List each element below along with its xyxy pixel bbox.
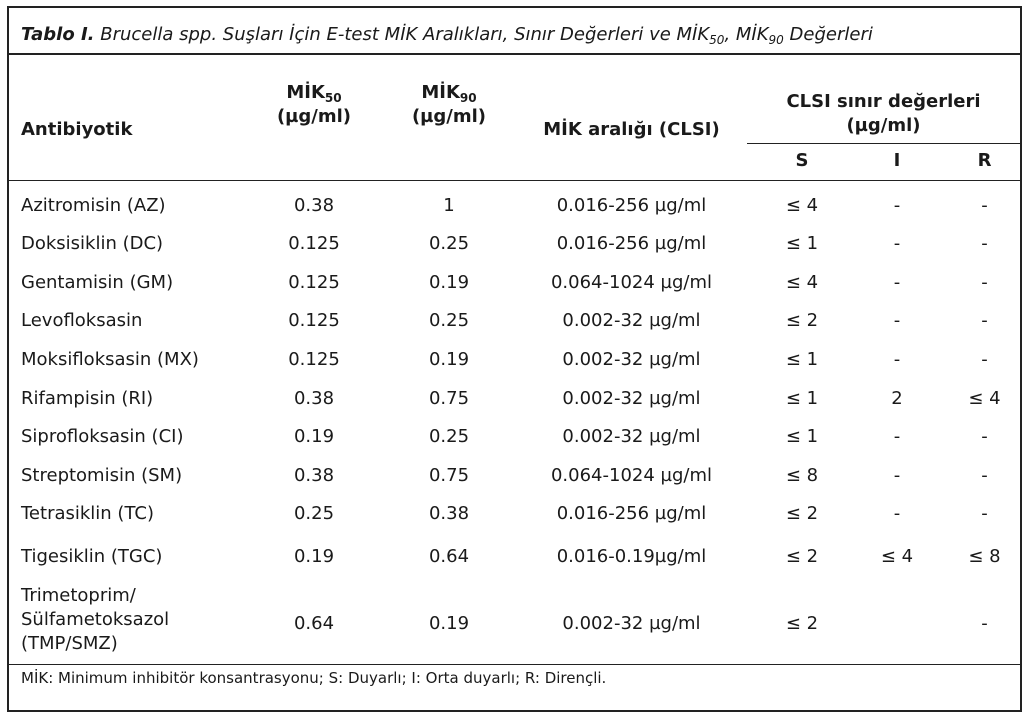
table-cell-mic90: 0.75 <box>428 388 470 409</box>
table-cell-r: ≤ 4 <box>968 388 1001 409</box>
table-cell-name: Streptomisin (SM) <box>21 465 183 486</box>
caption-sub-b: 90 <box>768 33 784 47</box>
header-i: I <box>893 150 901 171</box>
table-cell-name: Siprofloksasin (CI) <box>21 426 184 447</box>
table-cell-range: 0.002-32 µg/ml <box>562 310 701 331</box>
table-cell-range: 0.016-0.19µg/ml <box>556 546 707 567</box>
table-cell-mic90: 0.75 <box>428 465 470 486</box>
table-cell-name: Gentamisin (GM) <box>21 272 174 293</box>
table-cell-range: 0.002-32 µg/ml <box>562 388 701 409</box>
footer-divider <box>9 664 1020 665</box>
table-cell-mic90: 0.64 <box>428 546 470 567</box>
table-cell-mic50: 0.125 <box>288 310 340 331</box>
table-cell-mic90: 0.25 <box>428 233 470 254</box>
table-cell-mic50: 0.125 <box>288 233 340 254</box>
header-mic90: MİK90 (µg/ml) <box>411 82 487 127</box>
caption-text-b: MİK <box>730 24 769 45</box>
table-cell-s: ≤ 2 <box>785 503 819 524</box>
table-cell-mic50: 0.125 <box>288 349 340 370</box>
table-cell-mic50: 0.19 <box>293 426 335 447</box>
table-cell-r: - <box>981 613 988 634</box>
table-cell-r: - <box>981 465 988 486</box>
table-cell-s: ≤ 2 <box>785 546 819 567</box>
header-divider <box>9 180 1020 181</box>
table-cell-r: - <box>981 349 988 370</box>
table-cell-s: ≤ 1 <box>785 388 819 409</box>
caption-text-c: Değerleri <box>783 24 873 45</box>
table-cell-i: - <box>893 426 901 447</box>
table-cell-name: Doksisiklin (DC) <box>21 233 164 254</box>
table-cell-mic90: 0.19 <box>428 272 470 293</box>
table-cell-s: ≤ 1 <box>785 426 819 447</box>
table-cell-name: Azitromisin (AZ) <box>21 195 166 216</box>
header-mic50: MİK50 (µg/ml) <box>276 82 352 127</box>
table-cell-mic50: 0.38 <box>293 388 335 409</box>
table-cell-i: - <box>893 272 901 293</box>
caption-divider <box>9 53 1020 55</box>
header-s: S <box>795 150 809 171</box>
table-frame: Tablo I. Brucella spp. Suşları İçin E-te… <box>7 6 1022 712</box>
table-cell-mic90: 1 <box>443 195 455 216</box>
header-antibiotic: Antibiyotik <box>21 119 133 140</box>
table-cell-mic50: 0.38 <box>293 465 335 486</box>
table-cell-i: ≤ 4 <box>880 546 914 567</box>
table-cell-range: 0.002-32 µg/ml <box>562 349 701 370</box>
table-cell-mic90: 0.38 <box>428 503 470 524</box>
table-cell-s: ≤ 4 <box>785 272 819 293</box>
table-cell-r: - <box>981 233 988 254</box>
table-cell-s: ≤ 1 <box>785 233 819 254</box>
header-r: R <box>977 150 992 171</box>
caption-text-a: Brucella spp. Suşları İçin E-test MİK Ar… <box>100 24 710 45</box>
table-cell-i: - <box>893 465 901 486</box>
table-cell-mic50: 0.25 <box>293 503 335 524</box>
table-cell-mic90: 0.19 <box>428 349 470 370</box>
table-cell-range: 0.016-256 µg/ml <box>556 195 707 216</box>
table-cell-r: - <box>981 310 988 331</box>
table-cell-i: - <box>893 195 901 216</box>
table-cell-mic90: 0.25 <box>428 310 470 331</box>
table-cell-range: 0.002-32 µg/ml <box>562 426 701 447</box>
clsi-subheader-divider <box>747 143 1020 144</box>
table-cell-name: Tetrasiklin (TC) <box>21 503 154 524</box>
table-cell-mic50: 0.125 <box>288 272 340 293</box>
table-cell-r: - <box>981 503 988 524</box>
table-cell-mic90: 0.19 <box>428 613 470 634</box>
table-footnote: MİK: Minimum inhibitör konsantrasyonu; S… <box>21 669 607 687</box>
table-cell-range: 0.016-256 µg/ml <box>556 233 707 254</box>
table-caption: Tablo I. Brucella spp. Suşları İçin E-te… <box>21 17 873 53</box>
table-cell-i: - <box>893 503 901 524</box>
table-cell-r: - <box>981 426 988 447</box>
table-cell-i: 2 <box>891 388 903 409</box>
table-cell-i: - <box>893 349 901 370</box>
table-cell-s: ≤ 2 <box>785 310 819 331</box>
table-cell-mic50: 0.19 <box>293 546 335 567</box>
table-cell-r: - <box>981 272 988 293</box>
table-cell-mic50: 0.64 <box>293 613 335 634</box>
table-cell-range: 0.064-1024 µg/ml <box>550 465 713 486</box>
table-cell-name: Levofloksasin <box>21 310 143 331</box>
table-cell-range: 0.064-1024 µg/ml <box>550 272 713 293</box>
table-cell-s: ≤ 4 <box>785 195 819 216</box>
caption-comma: , <box>724 24 731 45</box>
header-range: MİK aralığı (CLSI) <box>543 119 720 140</box>
table-cell-r: ≤ 8 <box>968 546 1001 567</box>
table-cell-s: ≤ 1 <box>785 349 819 370</box>
table-cell-mic90: 0.25 <box>428 426 470 447</box>
table-cell-name: Tigesiklin (TGC) <box>21 546 163 567</box>
table-cell-name: Rifampisin (RI) <box>21 388 154 409</box>
table-cell-i: - <box>893 310 901 331</box>
table-cell-range: 0.002-32 µg/ml <box>562 613 701 634</box>
table-cell-r: - <box>981 195 988 216</box>
header-clsi: CLSI sınır değerleri (µg/ml) <box>786 91 981 136</box>
table-cell-i: - <box>893 233 901 254</box>
caption-label: Tablo I. <box>21 24 95 45</box>
caption-sub-a: 50 <box>709 33 725 47</box>
table-cell-s: ≤ 8 <box>785 465 819 486</box>
table-cell-mic50: 0.38 <box>293 195 335 216</box>
table-cell-name: Trimetoprim/ Sülfametoksazol (TMP/SMZ) <box>21 585 170 654</box>
table-cell-range: 0.016-256 µg/ml <box>556 503 707 524</box>
table-cell-s: ≤ 2 <box>785 613 819 634</box>
table-cell-name: Moksifloksasin (MX) <box>21 349 199 370</box>
